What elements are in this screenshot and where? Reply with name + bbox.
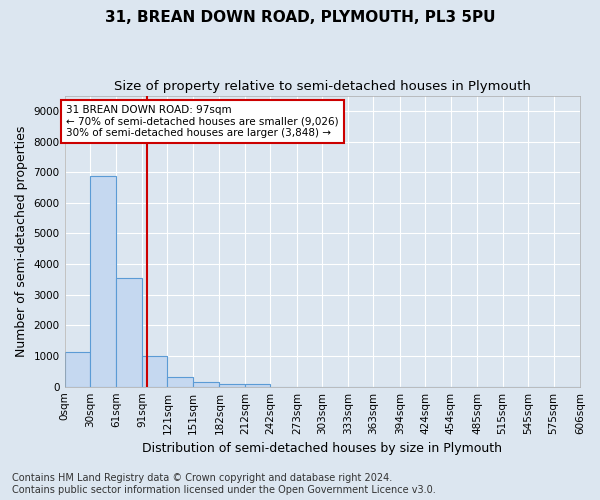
Text: 31, BREAN DOWN ROAD, PLYMOUTH, PL3 5PU: 31, BREAN DOWN ROAD, PLYMOUTH, PL3 5PU <box>105 10 495 25</box>
Text: Contains HM Land Registry data © Crown copyright and database right 2024.
Contai: Contains HM Land Registry data © Crown c… <box>12 474 436 495</box>
Bar <box>193 382 220 386</box>
Bar <box>142 356 167 386</box>
Bar <box>220 384 245 386</box>
X-axis label: Distribution of semi-detached houses by size in Plymouth: Distribution of semi-detached houses by … <box>142 442 502 455</box>
Bar <box>90 176 116 386</box>
Bar <box>167 377 193 386</box>
Title: Size of property relative to semi-detached houses in Plymouth: Size of property relative to semi-detach… <box>114 80 531 93</box>
Text: 31 BREAN DOWN ROAD: 97sqm
← 70% of semi-detached houses are smaller (9,026)
30% : 31 BREAN DOWN ROAD: 97sqm ← 70% of semi-… <box>66 104 339 138</box>
Y-axis label: Number of semi-detached properties: Number of semi-detached properties <box>15 126 28 357</box>
Bar <box>245 384 271 386</box>
Bar <box>65 352 90 386</box>
Bar <box>116 278 142 386</box>
